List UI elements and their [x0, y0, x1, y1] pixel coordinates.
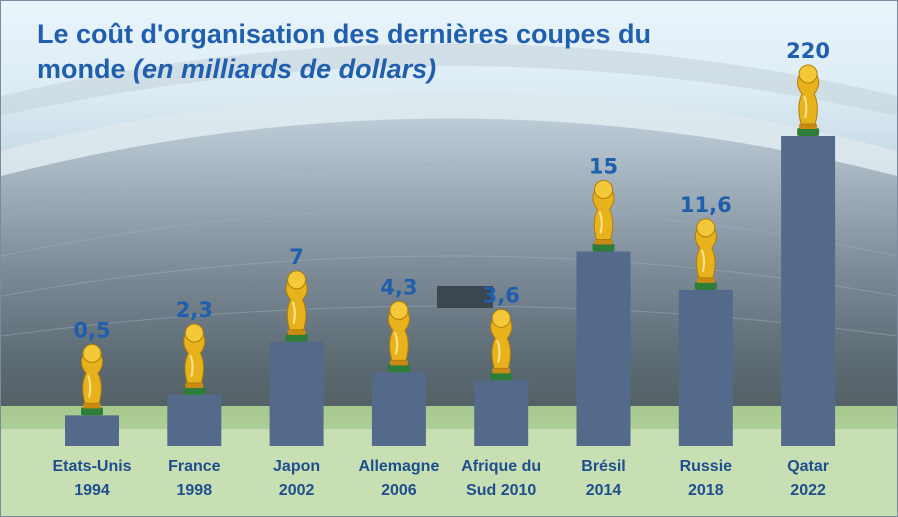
value-label: 220 [786, 39, 830, 63]
trophy-icon [490, 308, 513, 381]
value-label: 4,3 [380, 275, 417, 299]
trophy-icon [694, 218, 717, 290]
bar [474, 380, 529, 446]
category-label: 2022 [790, 482, 826, 499]
category-label: France [168, 458, 221, 475]
category-label: Allemagne [358, 458, 439, 475]
category-label: 1994 [74, 482, 110, 499]
value-label: 0,5 [73, 318, 110, 342]
category-label: Russie [680, 458, 733, 475]
category-label: Etats-Unis [52, 458, 131, 475]
bar [678, 289, 733, 446]
category-label: 2002 [279, 482, 315, 499]
trophy-icon [183, 323, 206, 396]
bar [65, 415, 119, 446]
trophy-icon [592, 180, 615, 252]
bar [167, 395, 222, 446]
value-label: 7 [289, 245, 304, 269]
category-label: Sud 2010 [466, 482, 536, 499]
category-label: 2006 [381, 482, 417, 499]
value-label: 15 [589, 155, 618, 179]
category-label: 2018 [688, 482, 724, 499]
value-label: 2,3 [176, 298, 213, 322]
title-subtitle: (en milliards de dollars) [133, 54, 437, 84]
value-label: 3,6 [483, 283, 520, 307]
category-label: Qatar [787, 458, 829, 475]
bar [576, 251, 631, 446]
category-label: Afrique du [461, 458, 541, 475]
bar [371, 372, 426, 446]
chart-title: Le coût d'organisation des dernières cou… [37, 17, 737, 87]
category-label: Japon [273, 458, 320, 475]
bar [269, 341, 324, 446]
value-label: 11,6 [680, 193, 732, 217]
trophy-icon [80, 343, 104, 416]
title-main: Le coût d'organisation des dernières cou… [37, 19, 652, 84]
category-label: 2014 [586, 482, 622, 499]
category-label: Brésil [581, 458, 625, 475]
bar [781, 136, 836, 446]
trophy-icon [387, 300, 410, 373]
trophy-icon [797, 64, 820, 136]
category-label: 1998 [177, 482, 213, 499]
trophy-icon [285, 270, 308, 342]
